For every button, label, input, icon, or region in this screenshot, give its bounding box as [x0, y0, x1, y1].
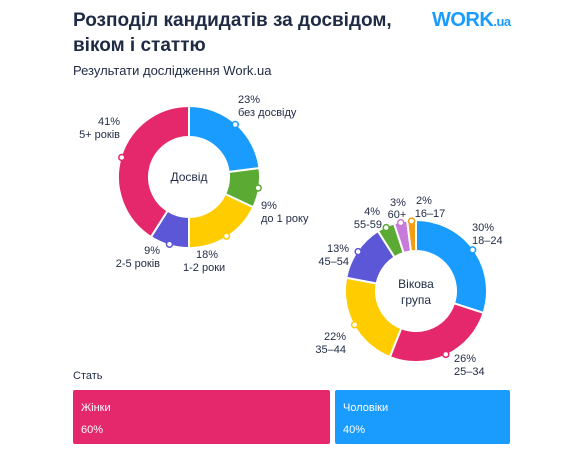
title-line-1: Розподіл кандидатів за досвідом,: [73, 10, 392, 31]
experience-center-label: Досвід: [171, 170, 208, 184]
experience-label-2: 1-2 роки: [183, 262, 225, 274]
logo-main: WORK: [432, 9, 494, 31]
age-pct-4: 4%: [364, 206, 380, 218]
age-pct-6: 2%: [416, 195, 432, 207]
experience-marker-3: [165, 240, 174, 248]
experience-label-0: без досвіду: [238, 107, 297, 119]
age-label-1: 25–34: [454, 366, 485, 378]
workua-logo: WORK.ua: [432, 9, 511, 32]
experience-pct-3: 9%: [144, 245, 160, 257]
experience-marker-0: [231, 120, 240, 129]
experience-pct-1: 9%: [261, 200, 277, 212]
age-center-label-line1: Вікова: [398, 277, 434, 291]
age-pct-3: 13%: [327, 243, 349, 255]
experience-pct-2: 18%: [196, 249, 218, 261]
gender-bar-men: Чоловіки 40%: [335, 390, 510, 444]
experience-pct-0: 23%: [238, 94, 260, 106]
age-marker-3: [354, 247, 362, 256]
age-label-6: 16–17: [415, 208, 446, 220]
title-line-2: віком і статтю: [73, 35, 206, 56]
age-slice-2: [344, 276, 403, 359]
age-pct-5: 3%: [390, 197, 406, 209]
page-title: Розподіл кандидатів за досвідом, віком і…: [73, 8, 413, 58]
gender-bar-women-label: Жінки: [81, 402, 111, 414]
experience-marker-4: [118, 153, 126, 162]
age-marker-6: [407, 217, 416, 225]
age-label-2: 35–44: [315, 344, 346, 356]
age-slice-0: [415, 218, 488, 315]
age-marker-2: [350, 320, 359, 329]
age-donut: 30%18–24 26%25–34 22%35–44 13%45–54 4%55-59 3…: [315, 195, 502, 378]
experience-label-4: 5+ років: [79, 129, 120, 141]
age-marker-4: [382, 223, 390, 232]
experience-marker-1: [254, 184, 262, 192]
age-label-0: 18–24: [472, 235, 503, 247]
subtitle: Результати дослідження Work.ua: [73, 63, 272, 78]
gender-bar-men-label: Чоловіки: [343, 402, 389, 414]
gender-bar-women: Жінки 60%: [73, 390, 330, 444]
age-label-5: 60+: [388, 209, 407, 221]
experience-label-1: до 1 року: [261, 213, 309, 225]
gender-bar-men-value: 40%: [343, 424, 366, 436]
experience-label-3: 2-5 років: [116, 258, 160, 270]
age-marker-0: [468, 246, 477, 254]
gender-bar-women-value: 60%: [81, 424, 104, 436]
age-marker-5: [396, 218, 405, 227]
age-pct-2: 22%: [324, 331, 346, 343]
age-pct-0: 30%: [472, 222, 494, 234]
experience-marker-2: [222, 232, 231, 240]
age-label-4: 55-59: [354, 219, 382, 231]
experience-slice-2: [188, 192, 255, 250]
logo-suffix: .ua: [493, 14, 511, 29]
age-center-label-line2: група: [401, 293, 431, 307]
age-label-3: 45–54: [318, 256, 349, 268]
age-pct-1: 26%: [454, 353, 476, 365]
experience-pct-4: 41%: [98, 116, 120, 128]
age-marker-1: [442, 350, 450, 359]
experience-slice-4: [117, 104, 190, 239]
gender-section-label: Стать: [73, 370, 103, 382]
